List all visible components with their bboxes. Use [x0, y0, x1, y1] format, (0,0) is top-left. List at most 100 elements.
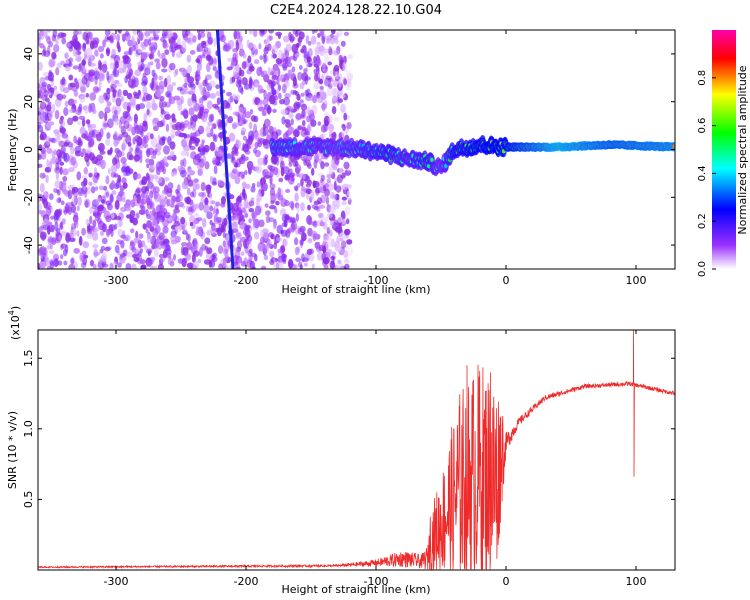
noise-speckle — [195, 69, 201, 78]
noise-speckle — [39, 42, 44, 49]
noise-speckle — [303, 160, 308, 166]
noise-speckle — [341, 196, 348, 201]
noise-speckle — [203, 259, 211, 265]
noise-speckle — [85, 34, 90, 44]
noise-speckle — [65, 65, 71, 72]
noise-speckle — [155, 61, 161, 70]
noise-speckle — [319, 85, 324, 90]
noise-speckle — [313, 82, 321, 90]
noise-speckle — [277, 33, 281, 40]
noise-speckle — [259, 66, 263, 72]
y-tick-label: 1.0 — [22, 420, 35, 438]
noise-speckle — [291, 66, 296, 73]
noise-speckle — [330, 255, 336, 260]
noise-speckle — [272, 108, 277, 113]
noise-speckle — [339, 93, 346, 99]
noise-speckle — [172, 212, 178, 222]
noise-speckle — [38, 210, 43, 215]
colorbar-tick-label: 0.0 — [697, 261, 708, 277]
noise-speckle — [259, 137, 266, 144]
noise-speckle — [132, 30, 137, 36]
noise-speckle — [280, 198, 287, 208]
noise-speckle — [62, 87, 70, 94]
noise-speckle — [81, 185, 88, 194]
noise-speckle — [158, 80, 166, 90]
noise-speckle — [55, 67, 60, 76]
noise-speckle — [63, 107, 69, 116]
noise-speckle — [61, 132, 68, 139]
noise-speckle — [76, 205, 80, 212]
noise-speckle — [247, 250, 252, 257]
noise-speckle — [102, 223, 107, 233]
noise-speckle — [289, 33, 295, 44]
noise-speckle — [147, 147, 155, 156]
noise-speckle — [238, 106, 244, 116]
noise-speckle — [258, 241, 264, 252]
noise-speckle — [285, 80, 289, 87]
noise-speckle — [294, 160, 299, 167]
noise-speckle — [42, 173, 46, 179]
colorbar-gradient — [712, 30, 736, 269]
noise-speckle — [109, 193, 114, 204]
noise-speckle — [293, 237, 299, 246]
noise-speckle — [244, 183, 251, 189]
noise-speckle — [241, 174, 245, 179]
noise-speckle — [327, 237, 334, 248]
noise-speckle — [173, 208, 181, 214]
noise-speckle — [76, 171, 82, 181]
noise-speckle — [253, 123, 258, 133]
noise-speckle — [49, 260, 55, 269]
noise-speckle — [113, 67, 117, 76]
noise-speckle — [281, 62, 289, 69]
noise-speckle — [117, 67, 125, 74]
noise-speckle — [88, 172, 93, 178]
noise-speckle — [283, 96, 290, 106]
noise-speckle — [130, 84, 135, 89]
snr-plot-area — [38, 330, 675, 570]
noise-speckle — [53, 85, 58, 90]
noise-speckle — [254, 231, 260, 240]
noise-speckle — [174, 204, 180, 211]
noise-speckle — [289, 200, 295, 209]
noise-speckle — [104, 246, 111, 252]
noise-speckle — [159, 99, 163, 109]
noise-speckle — [190, 81, 195, 88]
noise-speckle — [342, 124, 346, 131]
noise-speckle — [90, 186, 96, 194]
noise-speckle — [133, 154, 141, 161]
noise-speckle — [201, 116, 208, 123]
noise-speckle — [138, 103, 146, 110]
noise-speckle — [299, 82, 305, 90]
noise-speckle — [269, 35, 273, 41]
noise-speckle — [180, 67, 187, 76]
noise-speckle — [340, 103, 346, 113]
noise-speckle — [198, 82, 203, 90]
noise-speckle — [262, 168, 269, 176]
noise-speckle — [206, 100, 213, 110]
noise-speckle — [248, 65, 255, 72]
snr-frame — [37, 329, 676, 571]
noise-speckle — [65, 42, 72, 48]
noise-speckle — [227, 240, 231, 247]
noise-speckle — [122, 171, 126, 177]
noise-speckle — [99, 61, 103, 71]
noise-speckle — [82, 241, 90, 249]
noise-speckle — [268, 30, 275, 34]
noise-speckle — [85, 119, 91, 125]
noise-speckle — [303, 68, 308, 73]
noise-speckle — [65, 235, 71, 244]
noise-speckle — [180, 96, 184, 105]
colorbar-label: Normalized spectral amplitude — [736, 65, 749, 234]
noise-speckle — [213, 37, 217, 47]
noise-speckle — [242, 188, 246, 198]
noise-speckle — [329, 70, 334, 75]
noise-speckle — [84, 198, 91, 208]
noise-speckle — [130, 199, 136, 208]
noise-speckle — [82, 67, 87, 73]
noise-speckle — [254, 48, 258, 55]
noise-speckle — [47, 235, 53, 246]
noise-speckle — [61, 37, 67, 45]
noise-speckle — [245, 138, 249, 149]
spectrogram-x-axis-label: Height of straight line (km) — [281, 283, 430, 296]
noise-speckle — [212, 207, 216, 215]
